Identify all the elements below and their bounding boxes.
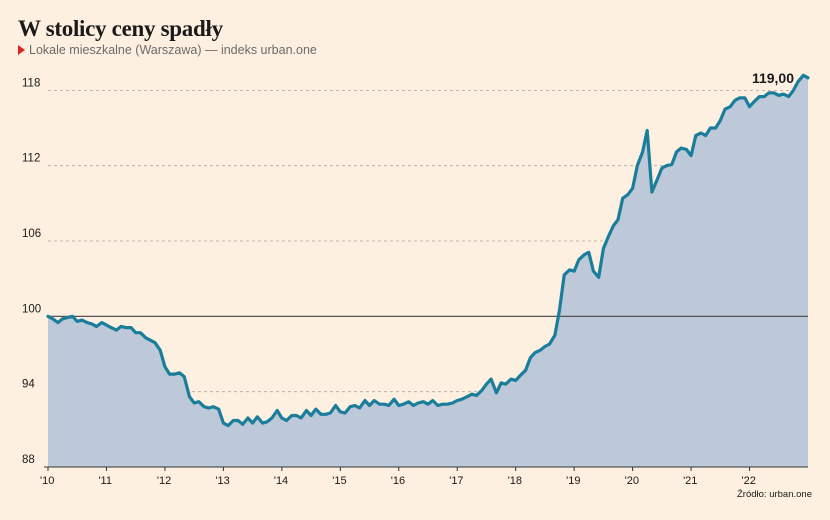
y-tick-label: 100 (22, 303, 41, 315)
x-tick-label: '20 (625, 475, 639, 487)
label-layer: 88 94 100 106 112 118 '10 '11 '12 '13 '14 '15 '16 '17… (22, 70, 794, 487)
red-triangle-icon (18, 45, 25, 55)
x-tick-label: '15 (332, 475, 346, 487)
area-layer (48, 75, 808, 468)
x-tick-label: '10 (40, 475, 54, 487)
line-layer (46, 73, 810, 428)
last-value-label: 119,00 (752, 70, 794, 86)
x-tick-label: '12 (157, 475, 171, 487)
y-tick-label: 88 (22, 454, 35, 466)
series-line (46, 73, 810, 428)
x-tick-label: '16 (391, 475, 405, 487)
axis-layer (44, 315, 808, 471)
x-tick-label: '21 (683, 475, 697, 487)
area-fill (48, 75, 808, 468)
x-tick-label: '19 (566, 475, 580, 487)
chart-title: W stolicy ceny spadły (18, 16, 223, 41)
source-note: Źródło: urban.one (737, 489, 812, 500)
x-tick-label: '18 (508, 475, 522, 487)
y-tick-label: 118 (22, 77, 40, 89)
x-tick-label: '11 (98, 475, 112, 487)
x-tick-label: '17 (449, 475, 463, 487)
y-tick-label: 106 (22, 228, 41, 240)
subtitle-text: Lokale mieszkalne (Warszawa) — indeks ur… (29, 43, 317, 57)
chart-subtitle: Lokale mieszkalne (Warszawa) — indeks ur… (18, 43, 317, 57)
x-tick-label: '13 (215, 475, 229, 487)
y-tick-label: 112 (22, 153, 40, 165)
x-tick-label: '14 (274, 475, 288, 487)
x-tick-label: '22 (742, 475, 756, 487)
y-tick-label: 94 (22, 379, 35, 391)
